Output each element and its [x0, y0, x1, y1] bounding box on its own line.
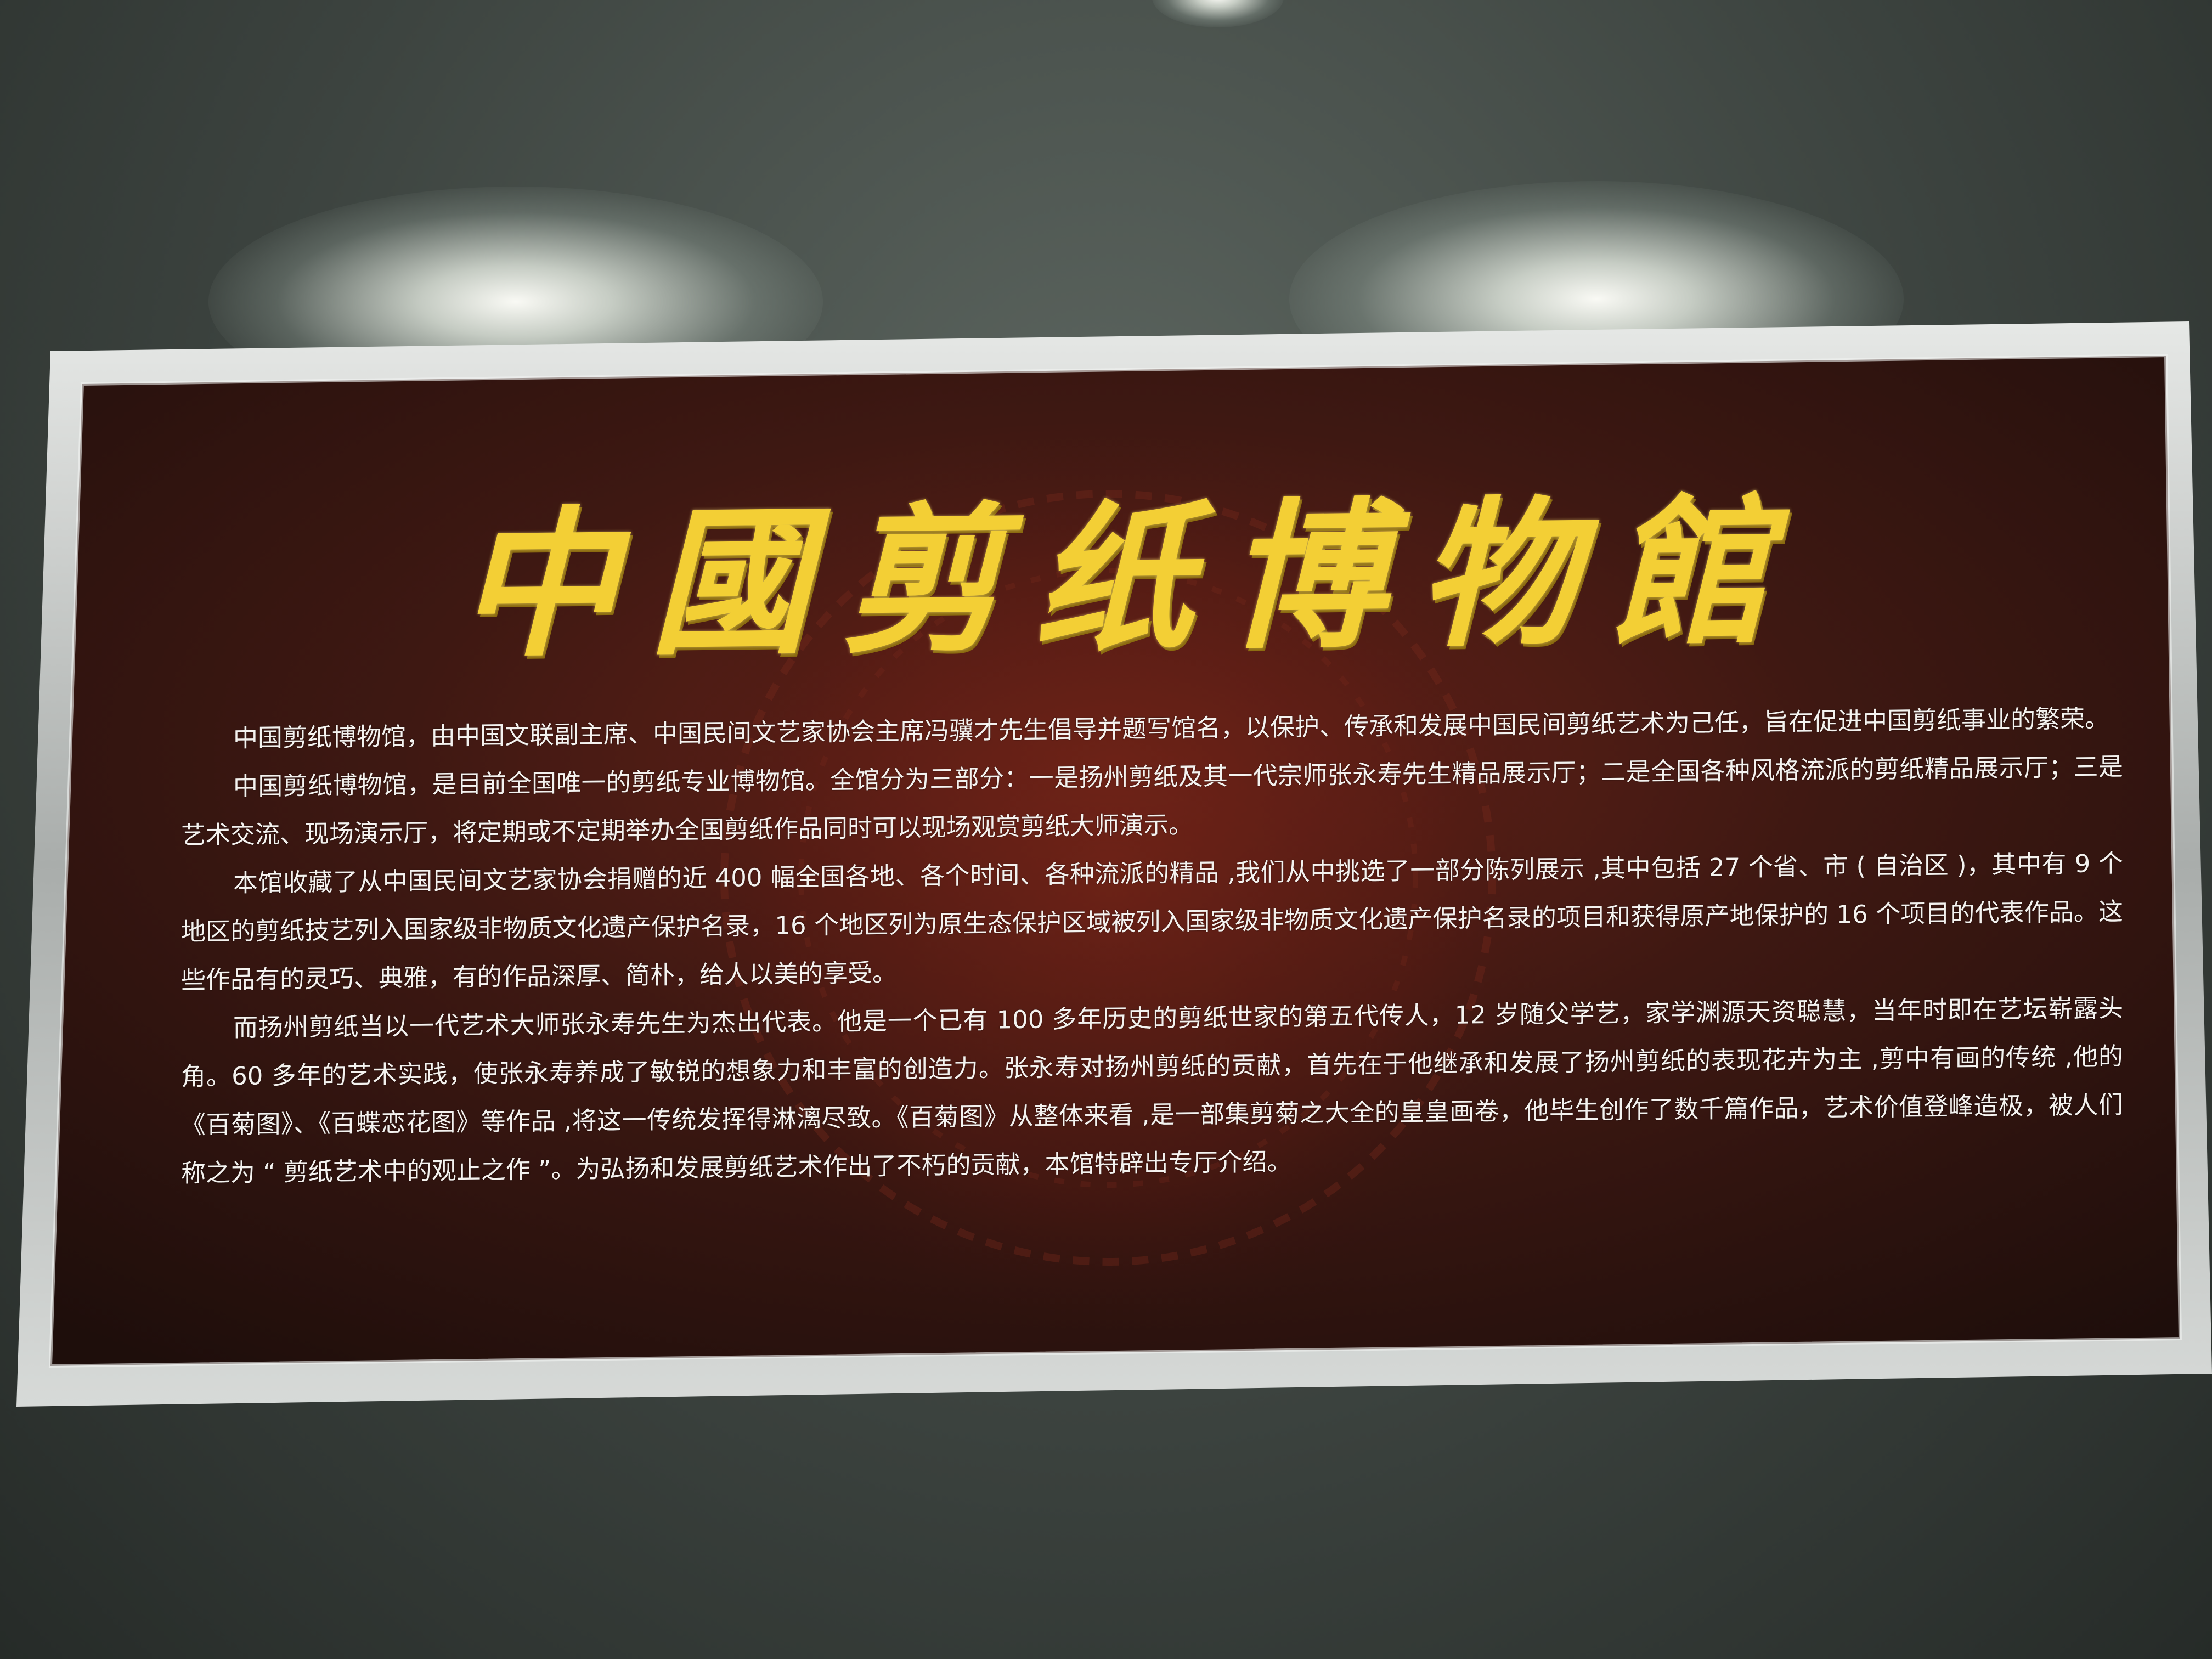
- paragraph-3: 本馆收藏了从中国民间文艺家协会捐赠的近 400 幅全国各地、各个时间、各种流派的…: [181, 848, 2123, 995]
- sign-title: 中國剪纸博物館: [458, 478, 1802, 679]
- medallion-ring-inner: [798, 568, 1418, 1188]
- museum-sign: 中國剪纸博物館 中国剪纸博物馆，由中国文联副主席、中国民间文艺家协会主席冯骥才先…: [77, 351, 2183, 1339]
- sign-body: 中国剪纸博物馆，由中国文联副主席、中国民间文艺家协会主席冯骥才先生倡导并题写馆名…: [181, 695, 2123, 1198]
- paragraph-4: 而扬州剪纸当以一代艺术大师张永寿先生为杰出代表。他是一个已有 100 多年历史的…: [181, 993, 2123, 1188]
- medallion-ring: [720, 490, 1496, 1266]
- papercut-medallion: [658, 428, 1558, 1328]
- frame-inner-edge: [48, 353, 2182, 1368]
